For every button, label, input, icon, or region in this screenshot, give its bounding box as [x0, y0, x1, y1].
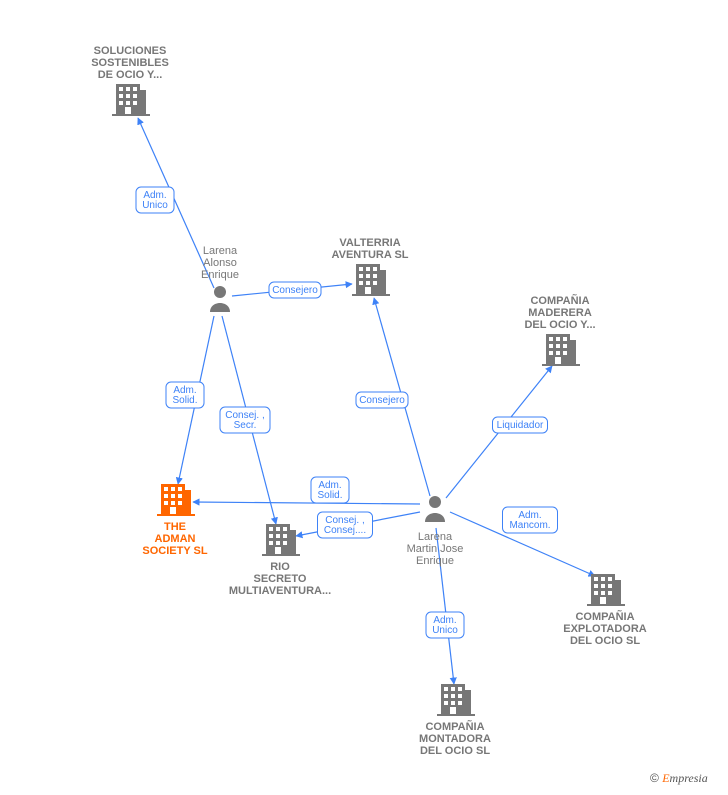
edge-label: Adm.Unico: [142, 190, 168, 211]
edge-label: Adm.Unico: [432, 615, 458, 636]
node-label: COMPAÑIAEXPLOTADORADEL OCIO SL: [563, 610, 647, 647]
node-label: SOLUCIONESSOSTENIBLESDE OCIO Y...: [91, 45, 169, 81]
company-icon: [437, 684, 475, 716]
edge-label: Adm.Solid.: [317, 480, 342, 501]
company-icon: [587, 574, 625, 606]
edge-label: Consej. ,Consej....: [324, 515, 366, 536]
company-icon: [262, 524, 300, 556]
edge-label: Liquidador: [497, 420, 544, 431]
company-icon: [112, 84, 150, 116]
node-label: LarenaAlonsoEnrique: [201, 245, 239, 281]
edge-label: Consejero: [272, 285, 318, 296]
relationship-edge: [193, 502, 420, 504]
edge-label: Adm.Solid.: [172, 385, 197, 406]
node-label: COMPAÑIAMONTADORADEL OCIO SL: [419, 720, 491, 757]
company-icon: [352, 264, 390, 296]
company-icon: [157, 484, 195, 516]
company-icon: [542, 334, 580, 366]
node-label: RIOSECRETOMULTIAVENTURA...: [229, 561, 331, 597]
watermark: © Empresia: [650, 771, 708, 785]
node-label: LarenaMartin JoseEnrique: [407, 531, 464, 567]
node-label: COMPAÑIAMADERERADEL OCIO Y...: [524, 294, 595, 331]
person-icon: [210, 286, 230, 312]
node-label: THEADMANSOCIETY SL: [142, 521, 207, 557]
edge-label: Consejero: [359, 395, 405, 406]
node-label: VALTERRIAAVENTURA SL: [332, 237, 409, 261]
network-diagram: Adm.UnicoConsejeroAdm.Solid.Consej. ,Sec…: [0, 0, 728, 795]
person-icon: [425, 496, 445, 522]
